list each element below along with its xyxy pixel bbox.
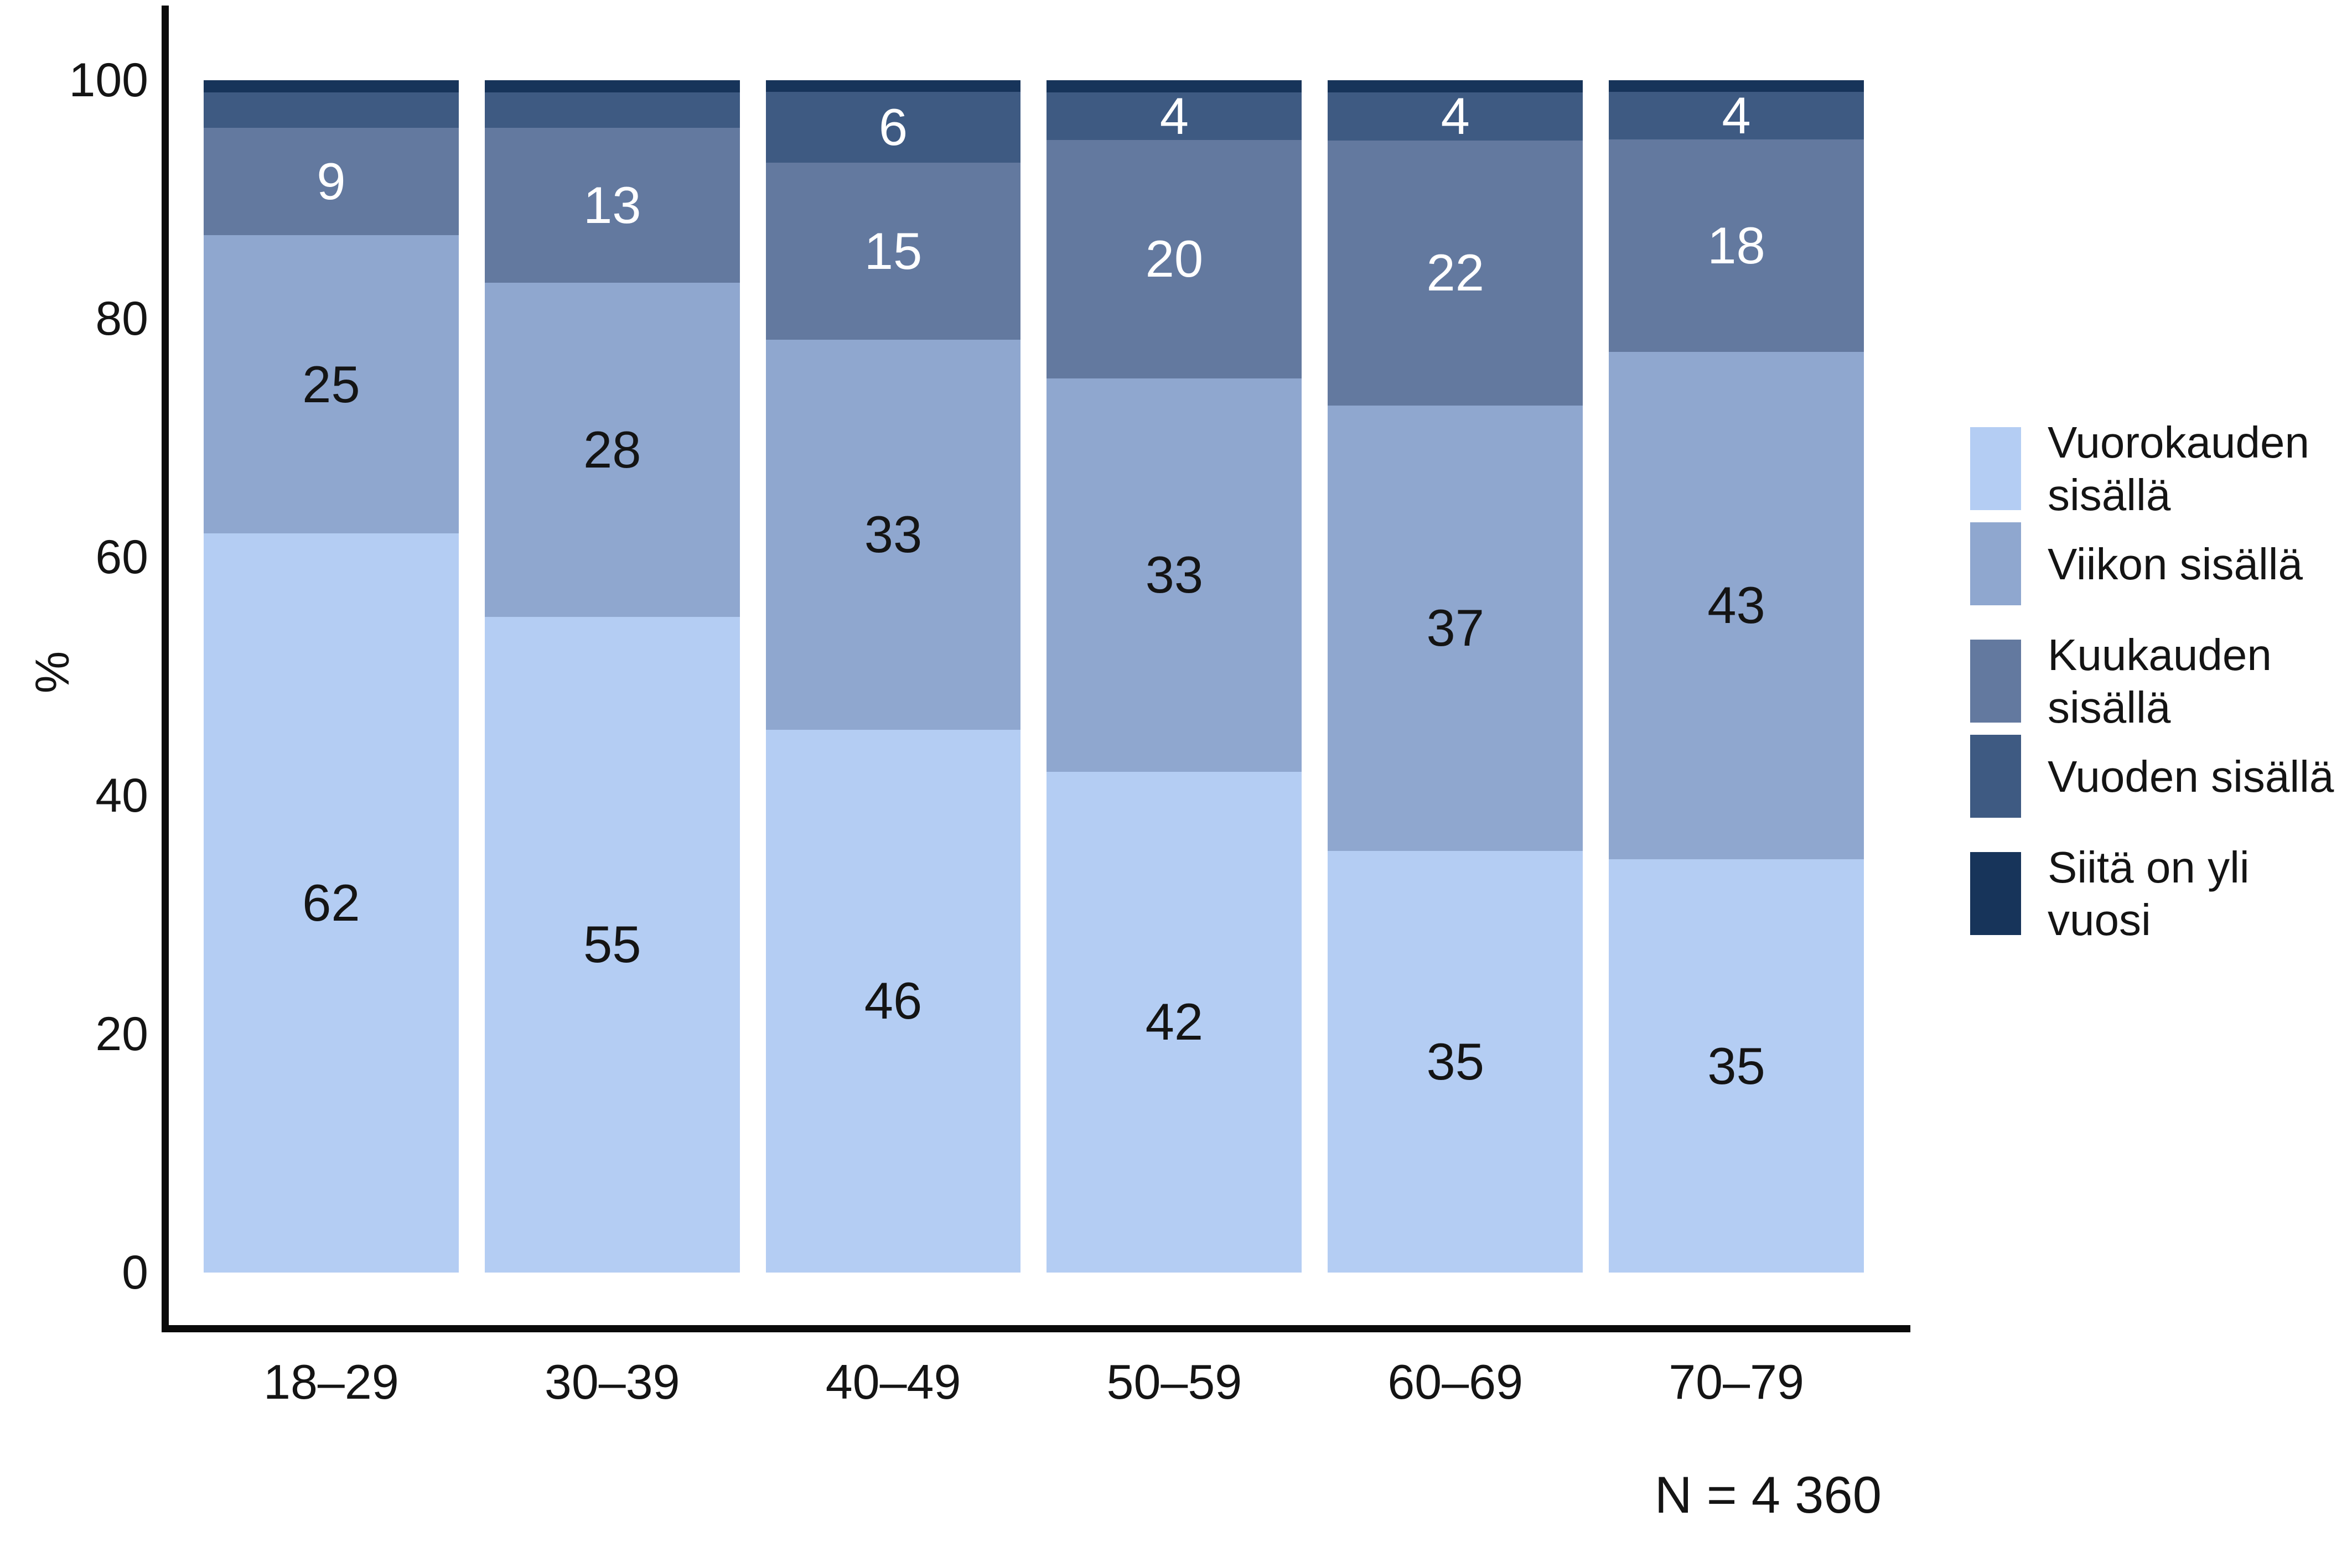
bar-value-label: 28 — [583, 420, 641, 479]
bar-value-label: 4 — [1159, 86, 1189, 145]
bar-segment — [1047, 80, 1302, 92]
bar-value-label: 4 — [1441, 87, 1470, 146]
bar-segment — [1609, 80, 1864, 92]
legend-item: Siitä on yli vuosi — [1970, 841, 2335, 946]
x-tick-label: 30–39 — [544, 1354, 680, 1409]
bar-value-label: 18 — [1707, 216, 1765, 274]
bar-segment: 33 — [765, 340, 1021, 730]
legend-label: Viikon sisällä — [2048, 539, 2303, 589]
bar-segment — [765, 80, 1021, 92]
legend-item: Viikon sisällä — [1970, 522, 2335, 605]
plot-area: 62 25 9 55 28 13 46 33 15 6 42 33 20 4 35 37 22 4 35 43 18 4 — [204, 80, 1864, 1273]
x-axis-line — [162, 1325, 1910, 1332]
bar-segment: 55 — [484, 616, 740, 1273]
bar-value-label: 37 — [1426, 599, 1484, 657]
bar-segment: 13 — [484, 128, 740, 283]
bar-value-label: 35 — [1707, 1036, 1765, 1095]
bar-segment — [204, 80, 459, 92]
bar-value-label: 6 — [878, 98, 908, 157]
bar-value-label: 4 — [1722, 86, 1751, 145]
bar-segment — [204, 92, 459, 128]
bar-value-label: 13 — [583, 176, 641, 235]
bar-segment: 6 — [765, 92, 1021, 163]
stacked-bar: 46 33 15 6 — [765, 80, 1021, 1273]
y-tick-label: 40 — [95, 769, 148, 822]
bar-segment: 18 — [1609, 139, 1864, 352]
bar-segment: 4 — [1328, 87, 1583, 146]
bar-segment: 35 — [1609, 859, 1864, 1273]
bar-segment: 25 — [204, 235, 459, 533]
y-tick-label: 100 — [69, 54, 149, 107]
x-tick-label: 18–29 — [263, 1354, 399, 1409]
bar-segment: 9 — [204, 128, 459, 236]
x-tick-label: 50–59 — [1106, 1354, 1242, 1409]
y-axis-line — [162, 6, 169, 1332]
bar-segment — [484, 92, 740, 128]
legend-label: Vuoden sisällä — [2048, 751, 2334, 801]
x-tick-label: 40–49 — [825, 1354, 961, 1409]
bar-segment: 62 — [204, 533, 459, 1273]
legend-label: Vuorokauden sisällä — [2048, 418, 2309, 520]
bar-segment: 43 — [1609, 351, 1864, 860]
bar-value-label: 55 — [583, 915, 641, 974]
stacked-bar: 62 25 9 — [204, 80, 459, 1273]
legend-item: Kuukauden sisällä — [1970, 629, 2335, 734]
x-tick-labels: 18–29 30–39 40–49 50–59 60–69 70–79 — [204, 1354, 1864, 1410]
stacked-bar: 35 37 22 4 — [1328, 80, 1583, 1273]
bar-segment: 35 — [1328, 851, 1583, 1273]
y-tick-label: 0 — [122, 1246, 148, 1299]
legend-swatch — [1970, 522, 2021, 605]
bar-value-label: 35 — [1426, 1032, 1484, 1091]
bar-value-label: 20 — [1145, 230, 1204, 288]
bar-segment: 20 — [1047, 139, 1302, 378]
stacked-bar: 55 28 13 — [484, 80, 740, 1273]
bar-segment: 42 — [1047, 771, 1302, 1273]
bar-value-label: 46 — [864, 972, 923, 1030]
bar-value-label: 43 — [1707, 576, 1765, 635]
y-tick-label: 20 — [95, 1008, 148, 1061]
bar-segment: 15 — [765, 163, 1021, 340]
bar-value-label: 33 — [1145, 546, 1204, 604]
stacked-bar: 42 33 20 4 — [1047, 80, 1302, 1273]
bar-value-label: 25 — [302, 355, 360, 413]
bar-segment — [484, 80, 740, 92]
bar-segment: 4 — [1047, 86, 1302, 145]
bar-value-label: 9 — [317, 152, 346, 211]
y-tick-label: 80 — [95, 292, 148, 345]
bar-segment: 28 — [484, 283, 740, 617]
bar-value-label: 42 — [1145, 993, 1204, 1051]
legend-swatch — [1970, 852, 2021, 935]
bar-segment: 46 — [765, 729, 1021, 1273]
sample-size-note: N = 4 360 — [1654, 1466, 1882, 1524]
legend-label: Siitä on yli vuosi — [2048, 843, 2250, 944]
legend-label: Kuukauden sisällä — [2048, 630, 2272, 732]
y-axis-title: % — [26, 651, 79, 694]
x-tick-label: 60–69 — [1387, 1354, 1524, 1409]
bar-value-label: 15 — [864, 222, 923, 281]
bar-segment: 33 — [1047, 378, 1302, 772]
bar-segment — [1328, 80, 1583, 92]
stacked-bar: 35 43 18 4 — [1609, 80, 1864, 1273]
bar-value-label: 22 — [1426, 243, 1484, 302]
legend-swatch — [1970, 735, 2021, 818]
legend-swatch — [1970, 640, 2021, 723]
legend-swatch — [1970, 427, 2021, 510]
bar-value-label: 62 — [302, 873, 360, 932]
bar-segment: 22 — [1328, 140, 1583, 406]
bar-segment: 37 — [1328, 405, 1583, 852]
legend-item: Vuorokauden sisällä — [1970, 416, 2335, 521]
bar-value-label: 33 — [864, 505, 923, 564]
y-tick-label: 60 — [95, 531, 148, 584]
bar-segment: 4 — [1609, 86, 1864, 145]
legend-item: Vuoden sisällä — [1970, 735, 2335, 818]
x-tick-label: 70–79 — [1669, 1354, 1804, 1409]
